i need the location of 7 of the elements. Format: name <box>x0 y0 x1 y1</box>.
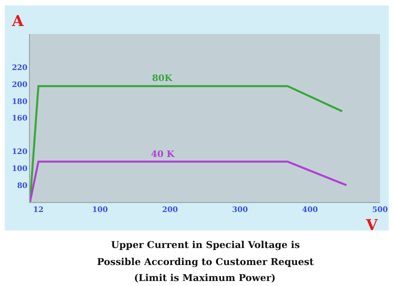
series-label: 80K <box>152 74 174 84</box>
series-label: 40 K <box>151 150 176 160</box>
text: (Limit is Maximum Power) <box>134 273 276 284</box>
y-axis-title: A <box>11 12 24 30</box>
text: Possible According to Customer Request <box>97 257 314 268</box>
text: Upper Current in Special Voltage is <box>111 240 300 251</box>
x-axis-title: V <box>365 216 378 234</box>
